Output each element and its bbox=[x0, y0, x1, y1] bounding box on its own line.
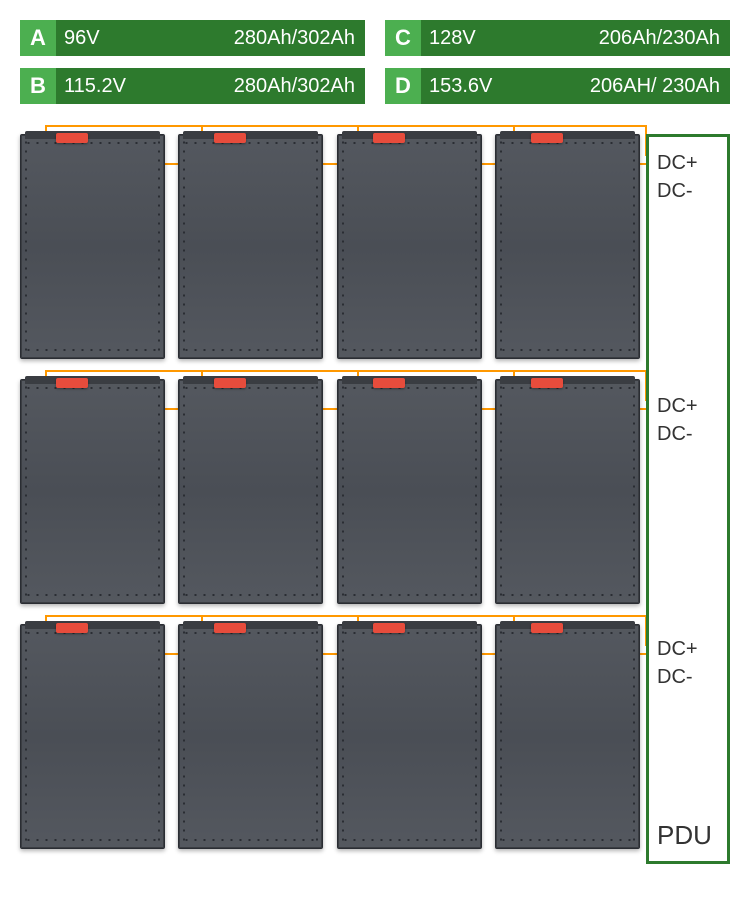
pdu-dc-plus: DC+ bbox=[657, 635, 698, 663]
pdu-terminal-pair: DC+DC- bbox=[657, 392, 698, 448]
legend-item-b: B 115.2V 280Ah/302Ah bbox=[20, 68, 365, 104]
diagram-area: PDU DC+DC-DC+DC-DC+DC- bbox=[20, 134, 730, 874]
legend-capacity: 280Ah/302Ah bbox=[234, 27, 355, 50]
legend: A 96V 280Ah/302Ah C 128V 206Ah/230Ah B 1… bbox=[20, 20, 730, 104]
legend-voltage: 115.2V bbox=[64, 75, 144, 98]
battery-module bbox=[337, 624, 482, 849]
pdu-terminal-pair: DC+DC- bbox=[657, 149, 698, 205]
pdu-terminal-pair: DC+DC- bbox=[657, 635, 698, 691]
pdu-dc-minus: DC- bbox=[657, 663, 698, 691]
pdu-dc-plus: DC+ bbox=[657, 392, 698, 420]
legend-item-c: C 128V 206Ah/230Ah bbox=[385, 20, 730, 56]
legend-item-a: A 96V 280Ah/302Ah bbox=[20, 20, 365, 56]
battery-module bbox=[337, 134, 482, 359]
battery-module bbox=[20, 134, 165, 359]
legend-letter: D bbox=[385, 68, 421, 104]
pdu-title: PDU bbox=[657, 820, 712, 851]
pdu-box: PDU DC+DC-DC+DC-DC+DC- bbox=[646, 134, 730, 864]
legend-capacity: 206Ah/230Ah bbox=[599, 27, 720, 50]
legend-item-d: D 153.6V 206AH/ 230Ah bbox=[385, 68, 730, 104]
legend-letter: A bbox=[20, 20, 56, 56]
legend-voltage: 128V bbox=[429, 27, 509, 50]
legend-capacity: 206AH/ 230Ah bbox=[590, 75, 720, 98]
battery-module bbox=[178, 624, 323, 849]
legend-letter: C bbox=[385, 20, 421, 56]
battery-module bbox=[495, 379, 640, 604]
battery-row bbox=[20, 134, 640, 359]
battery-row bbox=[20, 379, 640, 604]
legend-voltage: 153.6V bbox=[429, 75, 509, 98]
battery-module bbox=[178, 134, 323, 359]
battery-module bbox=[20, 624, 165, 849]
battery-module bbox=[178, 379, 323, 604]
pdu-dc-minus: DC- bbox=[657, 177, 698, 205]
battery-module bbox=[337, 379, 482, 604]
battery-module bbox=[495, 134, 640, 359]
legend-letter: B bbox=[20, 68, 56, 104]
pdu-dc-plus: DC+ bbox=[657, 149, 698, 177]
legend-capacity: 280Ah/302Ah bbox=[234, 75, 355, 98]
battery-module bbox=[20, 379, 165, 604]
pdu-dc-minus: DC- bbox=[657, 420, 698, 448]
battery-row bbox=[20, 624, 640, 849]
legend-voltage: 96V bbox=[64, 27, 144, 50]
battery-module bbox=[495, 624, 640, 849]
